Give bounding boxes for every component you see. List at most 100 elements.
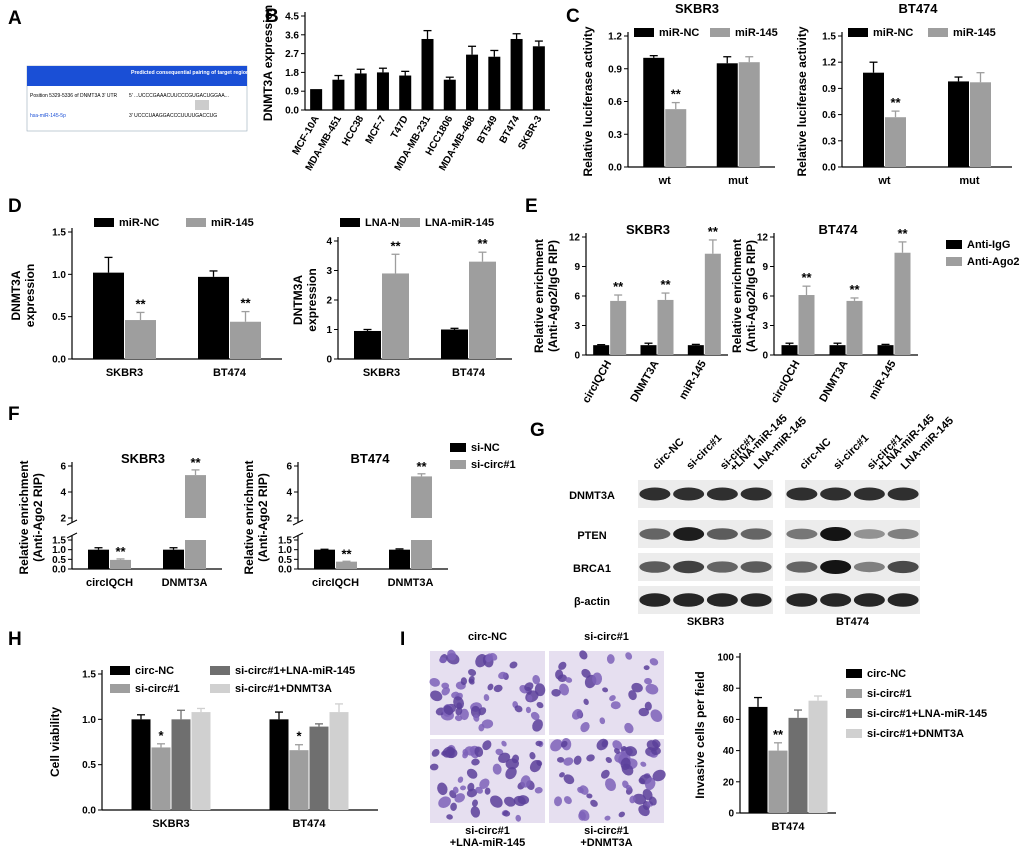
legend-label: miR-145 <box>735 27 778 39</box>
chart-title-F1: SKBR3 <box>121 451 165 466</box>
y-tick-label: 1.0 <box>82 715 96 726</box>
cell-blob <box>601 740 608 748</box>
cell-blob <box>609 695 616 702</box>
cell-blob <box>514 705 523 713</box>
cell-blob <box>532 719 543 732</box>
panel-letter-g: G <box>530 420 545 441</box>
x-tick-label: mut <box>728 175 749 187</box>
cell-blob <box>638 804 650 817</box>
cell-blob <box>580 721 590 733</box>
blot-band <box>887 528 919 540</box>
x-tick-label: BT474 <box>771 821 805 833</box>
y-tick-label: 1.0 <box>52 545 66 556</box>
bar <box>829 345 846 355</box>
y-axis-label: (Anti-Ago2 RIP) <box>256 473 270 562</box>
legend-label: si-circ#1+LNA-miR-145 <box>235 665 355 677</box>
cell-blob <box>605 756 612 764</box>
panel-h-chart: 0.0 0.5 1.0 1.5 Cell viability SKBR3 BT474 * * ci… <box>48 665 378 830</box>
panel-a-row1-seq: 5' ...UCCCGAAACUUCCCGUGACUGGAA... <box>129 93 229 99</box>
legend-label: LNA-NC <box>365 217 407 229</box>
cell-blob <box>446 814 453 820</box>
bar <box>738 62 760 168</box>
legend-label: miR-NC <box>659 27 699 39</box>
microscopy-label: +LNA-miR-145 <box>450 837 526 849</box>
blot-band <box>639 528 671 540</box>
x-tick-label: DNMT3A <box>162 577 208 589</box>
y-tick-label: 0.9 <box>285 87 299 98</box>
microscopy-label: si-circ#1 <box>584 631 629 643</box>
blot-band <box>639 561 671 573</box>
cell-blob <box>472 799 478 807</box>
panel-g-western-blot: DNMT3APTENBRCA1β-actincirc-NCsi-circ#1si… <box>569 412 956 628</box>
legend-swatch <box>450 460 466 469</box>
y-tick-label: 6 <box>574 292 580 303</box>
y-tick-label: 2 <box>60 514 66 525</box>
cell-blob <box>484 787 491 795</box>
panel-a-alignment-table: Predicted consequential pairing of targe… <box>26 65 314 132</box>
significance-mark: ** <box>773 727 784 742</box>
cell-blob <box>632 793 647 805</box>
cell-blob <box>438 796 451 808</box>
cell-blob <box>618 811 625 818</box>
y-tick-label: 9 <box>762 262 768 273</box>
cell-blob <box>649 658 659 666</box>
cell-blob <box>554 796 563 807</box>
bar <box>768 750 788 813</box>
panel-c-skbr3-chart: SKBR3 0.0 0.3 0.6 0.9 1.2 Relative luciferase … <box>581 1 778 187</box>
cell-blob <box>573 755 582 765</box>
cell-blob <box>498 752 511 763</box>
y-tick-label: 0 <box>762 351 768 362</box>
cell-blob <box>563 757 574 766</box>
cell-blob <box>501 740 507 747</box>
cell-blob <box>586 754 595 762</box>
bar <box>314 549 335 569</box>
bar <box>610 300 627 355</box>
y-axis-label: DNMT3A <box>9 270 23 320</box>
x-tick-label: BT474 <box>292 818 326 830</box>
legend-label: LNA-miR-145 <box>425 217 494 229</box>
bar <box>665 109 687 167</box>
bar <box>948 81 969 167</box>
significance-mark: ** <box>708 224 719 239</box>
y-tick-label: 9 <box>574 262 580 273</box>
significance-mark: ** <box>660 277 671 292</box>
cell-blob <box>509 661 518 669</box>
panel-c-bt474-chart: BT474 0.0 0.3 0.6 0.9 1.2 1.5 Relative lucifera… <box>795 1 1012 187</box>
significance-mark: ** <box>135 296 146 311</box>
cell-blob <box>563 774 575 785</box>
cell-blob <box>557 756 565 763</box>
microscopy-label: si-circ#1 <box>465 825 510 837</box>
y-axis-label: Relative enrichment <box>730 239 744 353</box>
cell-blob <box>602 687 609 693</box>
cell-blob <box>620 746 627 752</box>
bar <box>863 72 884 167</box>
bar <box>88 549 109 569</box>
blot-band <box>706 487 738 501</box>
cell-blob <box>439 657 447 664</box>
y-tick-label: 6 <box>286 462 292 473</box>
cell-blob <box>498 671 507 680</box>
lane-label: si-circ#1 <box>831 432 871 472</box>
cell-blob <box>644 701 652 711</box>
bar <box>716 63 738 167</box>
y-tick-label: 1.5 <box>278 536 292 547</box>
chart-title-E2: BT474 <box>818 222 858 237</box>
panel-a-header: Predicted consequential pairing of targe… <box>131 70 314 76</box>
y-tick-label: 1.5 <box>52 228 66 239</box>
legend-swatch <box>846 689 862 698</box>
significance-mark: * <box>296 729 302 744</box>
bar <box>510 38 523 110</box>
cell-blob <box>605 778 616 792</box>
y-tick-label: 0.9 <box>608 64 622 75</box>
blot-band <box>740 528 772 540</box>
panel-e-bt474-chart: BT474 0 3 6 9 12 Relative enrichment (Anti-Ago2… <box>730 222 1020 405</box>
bar <box>336 561 357 569</box>
y-tick-label: 0.3 <box>822 136 836 147</box>
cell-blob <box>430 690 443 702</box>
blot-row-label: β-actin <box>574 596 610 608</box>
legend-swatch <box>450 443 466 452</box>
legend-swatch <box>946 257 962 266</box>
panel-d-mir-chart: 0.0 0.5 1.0 1.5 DNMT3A expression SKBR3 BT474 **… <box>9 217 282 379</box>
cell-blob <box>612 740 623 751</box>
bar <box>421 38 434 110</box>
